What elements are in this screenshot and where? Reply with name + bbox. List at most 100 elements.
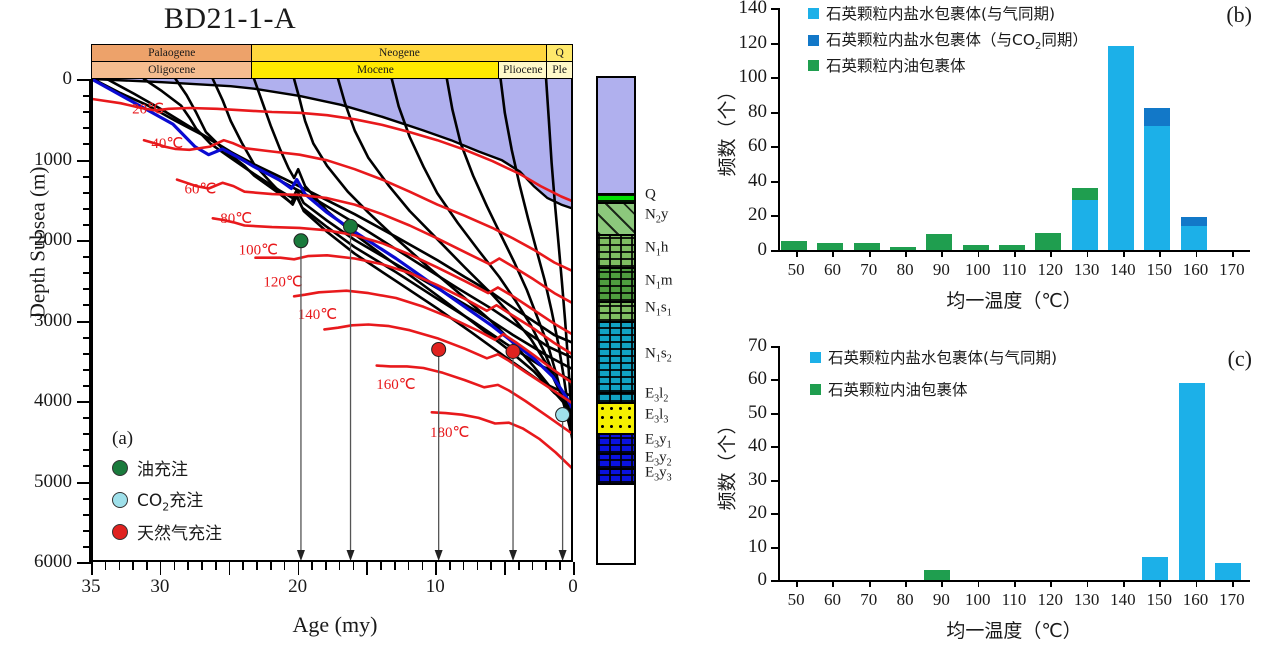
x-tickmark [1122, 580, 1125, 587]
isotherm-label: 180℃ [430, 425, 469, 441]
x-tick-label-140: 140 [1110, 590, 1136, 609]
y-tickmark [771, 146, 778, 149]
x-tick-label-140: 140 [1110, 260, 1136, 279]
x-tick-label-70: 70 [860, 260, 878, 279]
x-tickmark [977, 250, 980, 257]
age-tickmark [435, 562, 437, 575]
legend-label: CO2充注 [137, 491, 204, 514]
y-tickmark [771, 215, 778, 218]
x-tickmark [1159, 250, 1162, 257]
age-tick-30: 30 [150, 576, 170, 597]
bar-segment [999, 244, 1025, 250]
lithology-label: E3y3 [645, 464, 672, 484]
x-tickmark [832, 580, 835, 587]
lithology-label: E3y2 [645, 449, 672, 469]
depth-axis-labels: 0 1000 2000 3000 4000 5000 6000 [0, 60, 86, 580]
age-tickmark [118, 562, 121, 570]
age-tickmark [407, 562, 410, 570]
legend-dot-icon [112, 459, 128, 476]
depth-tickmark [83, 529, 91, 532]
depth-tick-2000: 2000 [34, 229, 72, 250]
chronostratigraphy-header: Palaogene Neogene Q Oligocene Mocene Pliocen… [91, 44, 573, 79]
y-tick-label-20: 20 [748, 502, 767, 524]
burial-curve [445, 79, 571, 439]
age-tickmark [201, 562, 203, 570]
panel-a-legend: (a) 油充注 CO2充注 天然气充注 [112, 428, 332, 550]
burial-curves: 20℃ 40℃ 60℃80℃ 100℃ 120℃ 140℃ 160℃ 180℃ [93, 79, 571, 560]
bar-segment [1071, 187, 1098, 200]
y-tickmark [771, 8, 778, 10]
y-tickmark [771, 513, 778, 516]
depth-tickmark [83, 143, 91, 146]
depth-tick-4000: 4000 [34, 390, 72, 411]
y-tickmark [771, 580, 778, 582]
charge-event-dot-gas [505, 343, 521, 359]
bar-segment [924, 569, 951, 580]
x-tickmark [868, 250, 871, 257]
panel-c-histogram: 0 10 20 30 40 50 60 70 50 60 70 80 90 100 110 120 130 140… [700, 328, 1266, 658]
bar-160 [1180, 8, 1207, 250]
x-tick-label-110: 110 [1001, 590, 1027, 609]
legend-item-0: 石英颗粒内盐水包裹体(与气同期) [808, 2, 1055, 24]
chrono-period-row: Palaogene Neogene Q [92, 45, 572, 62]
x-tick-label-80: 80 [896, 260, 914, 279]
lithology-segment-Q [598, 192, 634, 202]
depth-tickmark [77, 240, 91, 242]
chrono-cell-ple: Ple [547, 61, 572, 78]
x-tick-label-130: 130 [1073, 260, 1100, 279]
x-tickmark [977, 580, 980, 587]
chrono-cell-pliocene: Pliocene [499, 61, 548, 78]
y-tickmark [771, 111, 778, 114]
bar-90 [926, 8, 953, 250]
age-tick-0: 0 [568, 576, 578, 597]
x-tick-label-160: 160 [1182, 590, 1209, 609]
lithology-segment-N1s1 [598, 301, 634, 322]
burial-curve [323, 323, 571, 404]
depth-tickmark [83, 497, 91, 500]
age-tickmark [173, 562, 176, 570]
x-tickmark [1159, 580, 1162, 587]
x-tickmark [868, 580, 871, 587]
bar-120 [1035, 8, 1062, 250]
bar-segment [1107, 46, 1134, 250]
x-tick-label-50: 50 [787, 260, 805, 279]
depth-tickmark [83, 111, 91, 114]
x-tickmark [905, 250, 907, 257]
y-tick-label-30: 30 [748, 468, 767, 490]
panel-b-histogram: 0 20 40 60 80 100 120 140 50 60 70 80 90 100 110 120 130… [700, 0, 1266, 320]
x-tickmark [1195, 250, 1198, 257]
y-tickmark [771, 479, 778, 482]
bar-140 [1107, 8, 1134, 250]
lithology-segment-E3y1 [598, 432, 634, 453]
legend-label: 石英颗粒内盐水包裹体(与气同期) [828, 349, 1058, 367]
isotherm-label: 100℃ [239, 242, 278, 258]
charge-event-dot-oil [343, 218, 359, 234]
legend-label: 石英颗粒内油包裹体 [826, 57, 966, 75]
bar-90 [924, 346, 951, 580]
bar-segment [1035, 232, 1062, 250]
depth-tick-0: 0 [62, 68, 73, 89]
bar-100 [962, 8, 989, 250]
burial-curve [375, 364, 571, 435]
x-tick-label-120: 120 [1037, 590, 1064, 609]
depth-tickmark [83, 433, 91, 436]
y-tickmark [771, 346, 778, 348]
y-tick-label-20: 20 [748, 204, 767, 226]
panel-tag: (c) [1227, 346, 1252, 371]
depth-tickmark [77, 401, 91, 403]
bar-segment [926, 234, 953, 250]
depth-tickmark [83, 513, 91, 516]
y-axis-title: 频数（个） [716, 81, 739, 177]
charge-arrow-head [296, 550, 305, 560]
depth-tickmark [77, 79, 91, 81]
depth-tickmark [83, 288, 91, 291]
x-tickmark [941, 580, 944, 587]
charge-arrow-head [346, 550, 355, 560]
burial-curve [175, 178, 571, 304]
lithology-label: N1h [645, 239, 669, 259]
lithology-segment-N1m [598, 267, 634, 302]
y-tick-label-0: 0 [757, 569, 768, 590]
age-tickmark [242, 562, 245, 570]
bar-segment [1142, 556, 1169, 580]
isotherm-label: 80℃ [220, 211, 252, 227]
